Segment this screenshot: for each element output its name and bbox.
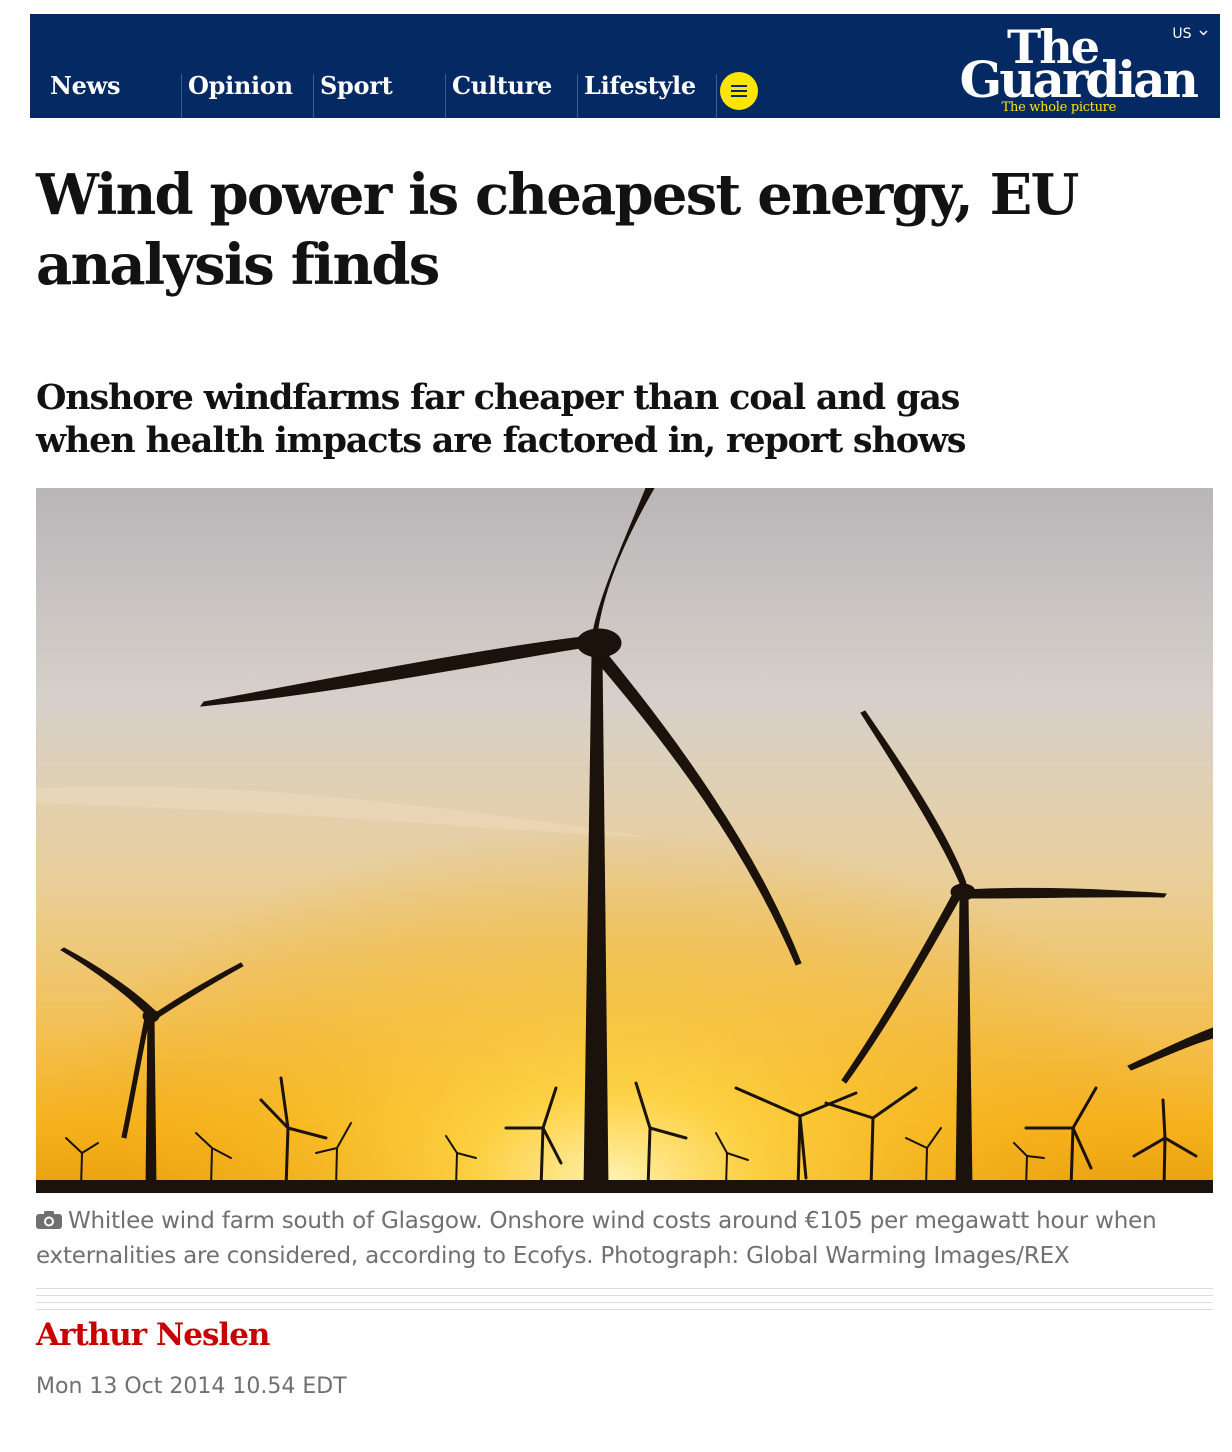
nav-item-label: Culture (452, 71, 553, 100)
chevron-down-icon (1199, 30, 1208, 36)
menu-button[interactable] (716, 72, 758, 118)
nav-item-lifestyle[interactable]: Lifestyle (577, 71, 716, 118)
article-standfirst: Onshore windfarms far cheaper than coal … (36, 377, 966, 461)
nav-item-news[interactable]: News (30, 71, 181, 118)
edition-label: US (1172, 26, 1192, 42)
nav-item-label: Sport (320, 71, 393, 100)
author-byline[interactable]: Arthur Neslen (36, 1317, 270, 1353)
nav-item-culture[interactable]: Culture (445, 71, 577, 118)
logo-line-2: Guardian (959, 50, 1199, 109)
nav-item-sport[interactable]: Sport (313, 71, 445, 118)
caption-text: Whitlee wind farm south of Glasgow. Onsh… (36, 1208, 1157, 1269)
publish-date: Mon 13 Oct 2014 10.54 EDT (36, 1374, 347, 1399)
byline-divider (36, 1288, 1213, 1316)
nav-item-opinion[interactable]: Opinion (181, 71, 313, 118)
wind-farm-photo (36, 488, 1213, 1193)
edition-switcher[interactable]: US (1172, 26, 1208, 42)
guardian-logo[interactable]: The Guardian The whole picture (946, 20, 1199, 116)
masthead: News Opinion Sport Culture Lifestyle US … (30, 14, 1220, 118)
hamburger-icon (720, 72, 758, 110)
logo-line-1: The (1007, 20, 1100, 74)
nav-item-label: News (50, 71, 121, 100)
nav-item-label: Lifestyle (584, 71, 696, 100)
article-headline: Wind power is cheapest energy, EU analys… (36, 162, 1079, 298)
image-caption: Whitlee wind farm south of Glasgow. Onsh… (36, 1204, 1216, 1274)
logo-tagline: The whole picture (1001, 100, 1117, 115)
nav-item-label: Opinion (188, 71, 293, 100)
camera-icon (36, 1211, 62, 1229)
